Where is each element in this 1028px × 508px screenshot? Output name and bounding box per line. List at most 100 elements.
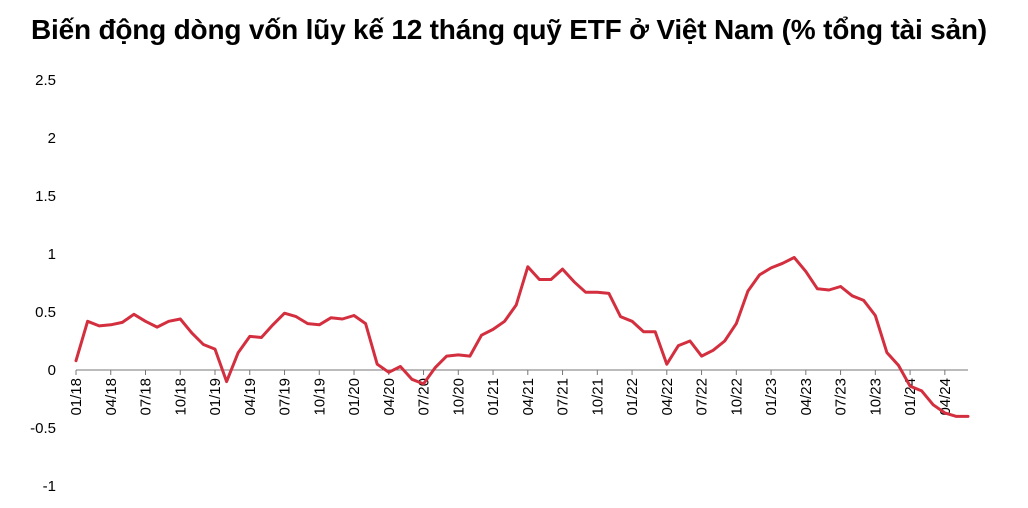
x-tick-label: 10/20 — [450, 378, 467, 416]
data-point — [225, 380, 228, 383]
y-tick-label: 2.5 — [35, 72, 56, 89]
data-point — [677, 344, 680, 347]
x-tick-label: 04/19 — [242, 378, 259, 416]
data-point — [538, 278, 541, 281]
data-point — [781, 262, 784, 265]
x-tick-label: 01/18 — [68, 378, 85, 416]
y-tick-label: -0.5 — [30, 420, 56, 437]
data-point — [932, 403, 935, 406]
x-axis-labels: 01/18 04/18 07/18 10/18 01/19 04/19 07/19 10/19… — [68, 378, 954, 416]
data-point — [248, 335, 251, 338]
data-point — [167, 320, 170, 323]
data-point — [97, 324, 101, 328]
series-line — [74, 256, 970, 418]
data-point — [236, 351, 240, 354]
x-tick-label: 10/22 — [728, 378, 745, 416]
x-tick-label: 01/21 — [485, 378, 502, 416]
x-tick-label: 07/18 — [138, 378, 155, 416]
data-point — [804, 270, 808, 273]
y-tick-label: 0.5 — [35, 304, 56, 321]
data-point — [352, 314, 356, 317]
series-layer — [74, 256, 970, 418]
x-tick-label: 01/22 — [624, 378, 641, 416]
data-point — [457, 353, 460, 357]
x-tick-label: 01/20 — [346, 378, 363, 416]
data-point — [271, 323, 275, 326]
data-point — [260, 336, 263, 339]
data-point — [816, 287, 819, 290]
data-point — [491, 328, 495, 331]
data-point — [561, 267, 564, 271]
y-tick-label: 1 — [48, 246, 56, 263]
data-point — [132, 313, 136, 316]
data-point — [735, 322, 738, 325]
data-point — [584, 291, 587, 294]
data-point — [155, 325, 159, 329]
x-tick-label: 04/20 — [381, 378, 398, 416]
x-tick-label: 07/21 — [555, 378, 572, 416]
data-point — [920, 389, 923, 393]
data-point — [375, 363, 379, 366]
data-point — [294, 315, 298, 318]
data-point — [121, 321, 124, 324]
data-point — [572, 280, 576, 284]
x-tick-label: 07/20 — [416, 378, 433, 416]
data-point — [885, 351, 889, 354]
data-point — [711, 349, 715, 352]
data-point — [874, 314, 877, 317]
data-point — [86, 320, 89, 323]
x-tick-label: 10/23 — [867, 378, 884, 416]
data-point — [723, 339, 726, 343]
data-point — [283, 311, 286, 315]
data-point — [769, 266, 773, 270]
data-point — [109, 323, 112, 326]
data-point — [943, 411, 947, 415]
data-point — [827, 288, 831, 292]
x-tick-label: 01/23 — [763, 378, 780, 416]
y-tick-label: 1.5 — [35, 188, 56, 205]
data-point — [862, 299, 865, 302]
data-point — [642, 330, 645, 333]
x-axis — [75, 369, 968, 375]
data-point — [700, 354, 703, 358]
chart-title: Biến động dòng vốn lũy kế 12 tháng quỹ E… — [31, 14, 987, 45]
x-tick-label: 04/23 — [798, 378, 815, 416]
x-tick-label: 04/18 — [103, 378, 120, 416]
data-point — [399, 365, 402, 368]
x-tick-label: 04/24 — [937, 378, 954, 416]
x-tick-label: 07/23 — [833, 378, 850, 416]
x-tick-label: 07/22 — [694, 378, 711, 416]
data-point — [793, 256, 796, 259]
data-point — [306, 322, 309, 325]
data-point — [74, 359, 78, 362]
data-point — [445, 354, 448, 358]
x-tick-label: 04/21 — [520, 378, 537, 416]
data-point — [364, 322, 367, 325]
data-point — [955, 415, 958, 418]
x-tick-label: 01/19 — [207, 378, 224, 416]
y-tick-label: 2 — [48, 130, 56, 147]
data-point — [654, 330, 657, 333]
data-point — [202, 343, 205, 346]
y-tick-label: 0 — [48, 362, 56, 379]
data-point — [422, 382, 425, 386]
data-point — [329, 316, 333, 319]
data-point — [897, 364, 900, 367]
x-tick-label: 10/19 — [311, 378, 328, 416]
data-point — [746, 289, 750, 293]
data-point — [503, 320, 506, 323]
y-axis-labels: 2.5 2 1.5 1 0.5 0 -0.5 -1 — [30, 72, 56, 495]
data-point — [410, 378, 414, 381]
data-point — [665, 363, 669, 366]
data-point — [433, 366, 437, 369]
data-point — [526, 265, 529, 268]
x-tick-label: 07/19 — [277, 378, 294, 416]
x-tick-label: 01/24 — [902, 378, 919, 416]
data-point — [213, 347, 217, 351]
y-tick-label: -1 — [43, 478, 56, 495]
x-tick-label: 04/22 — [659, 378, 676, 416]
data-point — [318, 323, 321, 326]
data-point — [480, 334, 483, 337]
data-point — [515, 303, 518, 307]
